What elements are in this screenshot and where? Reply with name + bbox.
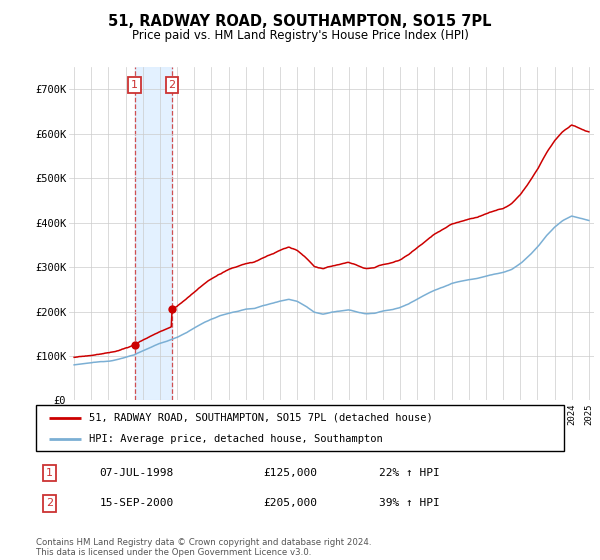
Text: 1: 1 [131,80,138,90]
Text: 39% ↑ HPI: 39% ↑ HPI [379,498,440,508]
Text: 51, RADWAY ROAD, SOUTHAMPTON, SO15 7PL: 51, RADWAY ROAD, SOUTHAMPTON, SO15 7PL [108,14,492,29]
Bar [134,67,172,400]
Text: HPI: Average price, detached house, Southampton: HPI: Average price, detached house, Sout… [89,435,383,444]
Text: £125,000: £125,000 [263,468,317,478]
Text: 51, RADWAY ROAD, SOUTHAMPTON, SO15 7PL (detached house): 51, RADWAY ROAD, SOUTHAMPTON, SO15 7PL (… [89,413,433,423]
Text: £205,000: £205,000 [263,498,317,508]
Text: 2: 2 [46,498,53,508]
Text: 1: 1 [46,468,53,478]
Text: 15-SEP-2000: 15-SEP-2000 [100,498,173,508]
Text: 07-JUL-1998: 07-JUL-1998 [100,468,173,478]
Text: Price paid vs. HM Land Registry's House Price Index (HPI): Price paid vs. HM Land Registry's House … [131,29,469,42]
Text: 2: 2 [169,80,176,90]
Text: 22% ↑ HPI: 22% ↑ HPI [379,468,440,478]
Text: Contains HM Land Registry data © Crown copyright and database right 2024.
This d: Contains HM Land Registry data © Crown c… [36,538,371,557]
